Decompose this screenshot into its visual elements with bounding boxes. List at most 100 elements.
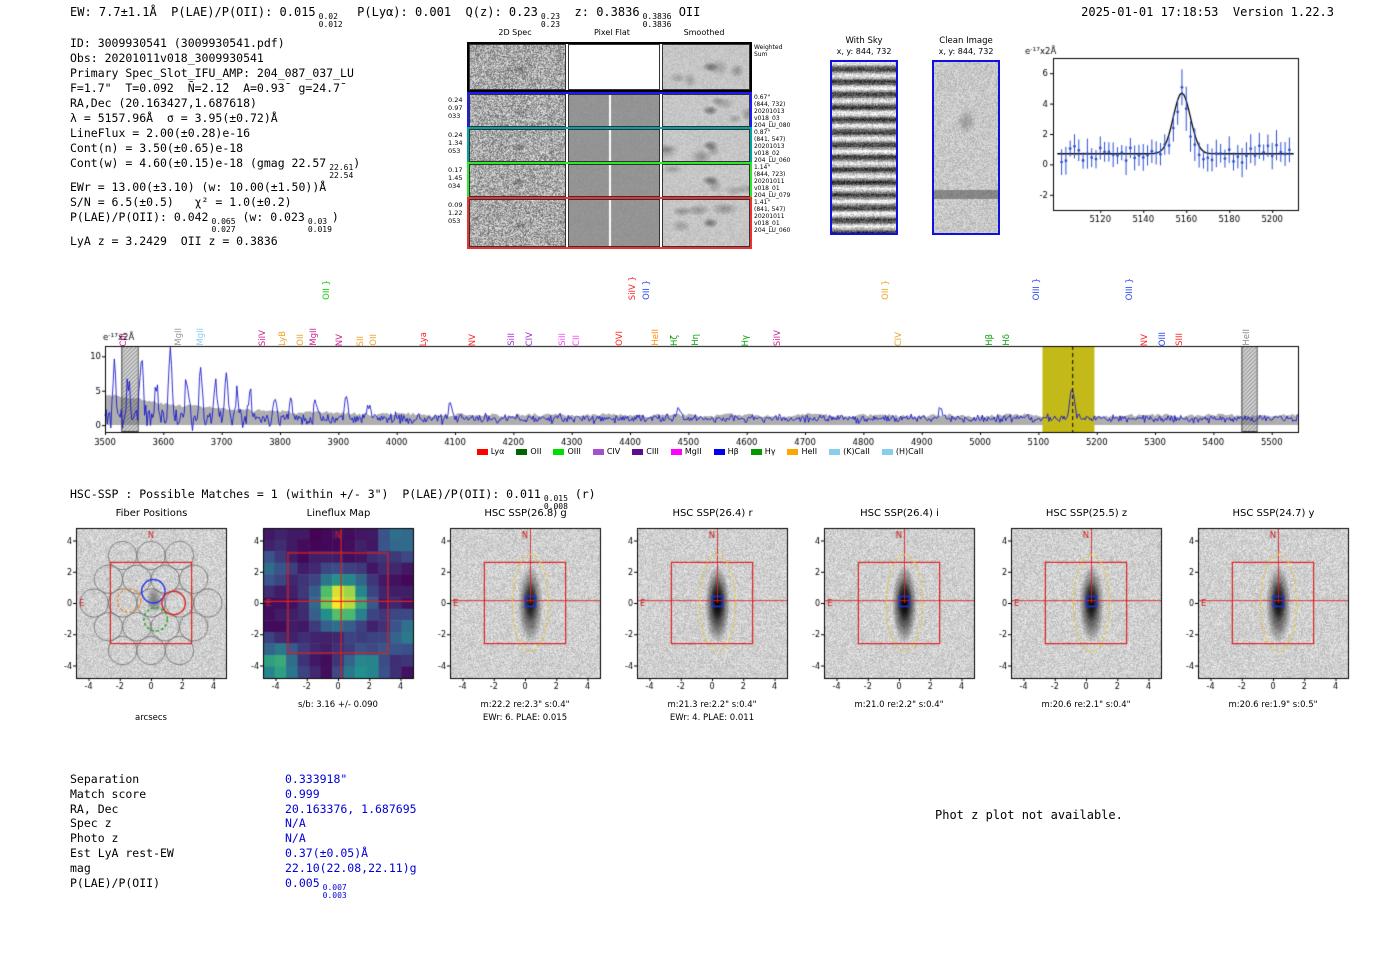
hsc-panel-canvas-3 (424, 520, 610, 706)
smoothed-image (662, 129, 750, 162)
info-sub: 22.54 (329, 171, 354, 180)
hsc-panel-caption: m:21.3 re:2.2" s:0.4" (667, 700, 757, 710)
info-text: ) (331, 210, 339, 224)
legend-label: OIII (567, 447, 581, 456)
cutout-row-value: 033 (448, 112, 461, 120)
info-line: EWr = 13.00(±3.10) (w: 10.00(±1.50))Å (70, 180, 360, 195)
with-sky-canvas (830, 60, 898, 235)
2d-spec-image (469, 94, 566, 127)
cutout-row-value: 0.24 (448, 131, 463, 139)
info-text: F=1.7" T=0.092 N̄=2.1̄2 A=0.93̄ g=24.7̄ (70, 81, 341, 95)
cutout-annotation-line: v018_01 (754, 185, 780, 192)
info-text: LyA z = 3.2429 OII z = 0.3836 (70, 234, 278, 248)
smoothed-image (662, 44, 750, 90)
info-sub: 0.027 (211, 225, 236, 234)
info-text: RA,Dec (20.163427,1.687618) (70, 96, 257, 110)
hsc-text: HSC-SSP : Possible Matches = 1 (within +… (70, 487, 541, 501)
cutout-row-value: 0.09 (448, 201, 463, 209)
cutout-row-values: 0.24 0.97 033 (448, 96, 465, 120)
smoothed-image (662, 94, 750, 127)
cutout-row-value: 034 (448, 182, 461, 190)
info-line: LineFlux = 2.00(±0.28)e-16 (70, 126, 360, 141)
sky-panel-title: Clean Image (939, 36, 993, 46)
cutout-row-value: 0.17 (448, 166, 463, 174)
legend-item: (H)CaII (881, 447, 924, 456)
legend-swatch (516, 448, 528, 455)
match-label: Est LyA rest-EW (70, 845, 174, 860)
full-spectrum-plot (60, 252, 1340, 452)
legend-label: MgII (684, 447, 702, 456)
legend-label: (K)CaII (843, 447, 870, 456)
legend-item: HeII (787, 447, 817, 456)
hsc-panel-title: Lineflux Map (306, 508, 371, 519)
hsc-panel-canvas-4 (611, 520, 797, 706)
legend-label: (H)CaII (895, 447, 924, 456)
info-text: S/N = 6.5(±0.5) χ² = 1.0(±0.2) (70, 195, 292, 209)
hsc-panel: HSC SSP(26.4) r m:21.3 re:2.2" s:0.4" EWr:… (611, 508, 798, 730)
cutout-annotation-line: v018_02 (754, 150, 780, 157)
match-value: N/A (285, 816, 306, 831)
legend-item: OIII (553, 447, 581, 456)
info-sup: 0.03 (307, 217, 328, 226)
2d-spec-image (469, 129, 566, 162)
hsc-panel-canvas-2 (237, 520, 423, 706)
match-row: mag 22.10(22.08,22.11)g (70, 861, 417, 876)
info-stack: 22.61 22.54 (329, 164, 353, 180)
hsc-panel-caption: m:20.6 re:1.9" s:0.5" (1228, 700, 1318, 710)
spec-cutouts-block: 2D Spec Pixel Flat Smoothed Weighted Sum 0.24… (448, 28, 812, 260)
cutout-column-title: Smoothed (683, 28, 725, 37)
cutout-row-value: 1.34 (448, 139, 463, 147)
pixel-flat-image (568, 129, 660, 162)
legend-label: CIII (646, 447, 659, 456)
cutout-column-titles: 2D Spec Pixel Flat Smoothed (448, 28, 812, 40)
match-value: 0.37(±0.05)Å (285, 845, 369, 860)
legend-item: Hβ (713, 447, 739, 456)
info-stack: 0.03 0.019 (308, 218, 332, 234)
summary-sup: 0.3836 (642, 12, 672, 21)
cutout-annotation-line: (844, 723) (754, 171, 786, 178)
info-text: Cont(n) = 3.50(±0.65)e-18 (70, 141, 244, 155)
pixel-flat-image (568, 164, 660, 197)
info-line: Cont(n) = 3.50(±0.65)e-18 (70, 141, 360, 156)
hsc-panel-canvas-1 (50, 520, 236, 706)
info-line: ID: 3009930541 (3009930541.pdf) (70, 36, 360, 51)
pixel-flat-image (568, 94, 660, 127)
cutout-annotation-line: 204_LU_080 (754, 122, 791, 129)
hsc-panel: Fiber Positions arcsecs (50, 508, 237, 730)
cutout-row (467, 42, 752, 92)
info-text: (w: 0.023 (235, 210, 305, 224)
info-text: Obs: 20201011v018_3009930541 (70, 51, 264, 65)
summary-text: EW: 7.7±1.1Å P(LAE)/P(OII): 0.015 (70, 5, 316, 19)
legend-label: Hγ (764, 447, 776, 456)
legend-item: (K)CaII (829, 447, 870, 456)
cutout-annotation-line: 1.14" (754, 164, 771, 171)
info-line: LyA z = 3.2429 OII z = 0.3836 (70, 234, 360, 249)
cutout-row-value: 053 (448, 147, 461, 155)
summary-sup: 0.02 (318, 12, 338, 21)
cutout-annotation-line: 20201011 (754, 178, 785, 185)
cutout-column-title: 2D Spec (498, 28, 532, 37)
legend-swatch (553, 448, 565, 455)
hsc-panel: Lineflux Map s/b: 3.16 +/- 0.090 (237, 508, 424, 730)
hsc-panel-title: HSC SSP(24.7) y (1232, 508, 1315, 519)
summary-sub: 0.23 (540, 20, 561, 29)
match-value-sub: 0.003 (322, 890, 347, 900)
match-row: Match score 0.999 (70, 787, 417, 802)
cutout-row-annotation: 0.67" (844, 732) 20201013 v018_03 204_LU_080 (754, 94, 810, 129)
cutout-annotation-line: 204_LU_060 (754, 227, 791, 234)
hsc-panel: HSC SSP(25.5) z m:20.6 re:2.1" s:0.4" (985, 508, 1172, 730)
match-row: Est LyA rest-EW 0.37(±0.05)Å (70, 846, 417, 861)
legend-swatch (670, 448, 682, 455)
match-label: Photo z (70, 831, 119, 846)
match-row: P(LAE)/P(OII) 0.005 0.007 0.003 (70, 876, 417, 900)
pixel-flat-image (568, 44, 660, 90)
info-line: P(LAE)/P(OII): 0.042 0.065 0.027 (w: 0.023… (70, 210, 360, 234)
catalog-match-table: Separation 0.333918" Match score 0.999 RA, D… (70, 772, 417, 900)
cutout-annotation-line: (841, 547) (754, 136, 786, 143)
hsc-panel-caption: EWr: 6. PLAE: 0.015 (482, 713, 568, 723)
sky-panels-block: With Sky x, y: 844, 732 Clean Image x, y: 8… (828, 28, 1013, 243)
match-value: 20.163376, 1.687695 (285, 801, 417, 816)
info-line: λ = 5157.96Å σ = 3.95(±0.72)Å (70, 111, 360, 126)
match-row: Spec z N/A (70, 816, 417, 831)
